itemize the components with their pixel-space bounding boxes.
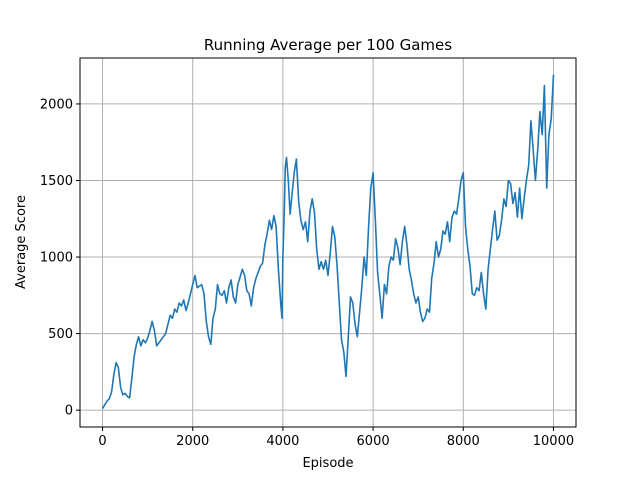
- plot-frame: [79, 57, 577, 428]
- chart-title: Running Average per 100 Games: [204, 36, 452, 54]
- series-line: [101, 74, 555, 410]
- y-tick-label: 500: [48, 327, 73, 342]
- x-tick-label: 8000: [447, 434, 480, 449]
- x-tick-label: 2000: [176, 434, 209, 449]
- y-tick-label: 1500: [40, 174, 73, 189]
- axes-ticks: 0 2000 4000 6000 8000 10000 0 500 1000 1500 2000: [40, 97, 574, 449]
- x-tick-label: 0: [98, 434, 106, 449]
- y-tick-label: 0: [65, 404, 73, 419]
- x-tick-label: 6000: [357, 434, 390, 449]
- y-tick-label: 1000: [40, 251, 73, 266]
- grid: [80, 58, 576, 427]
- y-tick-label: 2000: [40, 97, 73, 112]
- x-axis-label: Episode: [302, 456, 353, 471]
- y-axis-label: Average Score: [14, 195, 29, 289]
- x-tick-label: 4000: [266, 434, 299, 449]
- x-tick-label: 10000: [533, 434, 574, 449]
- plot-area: [101, 74, 555, 410]
